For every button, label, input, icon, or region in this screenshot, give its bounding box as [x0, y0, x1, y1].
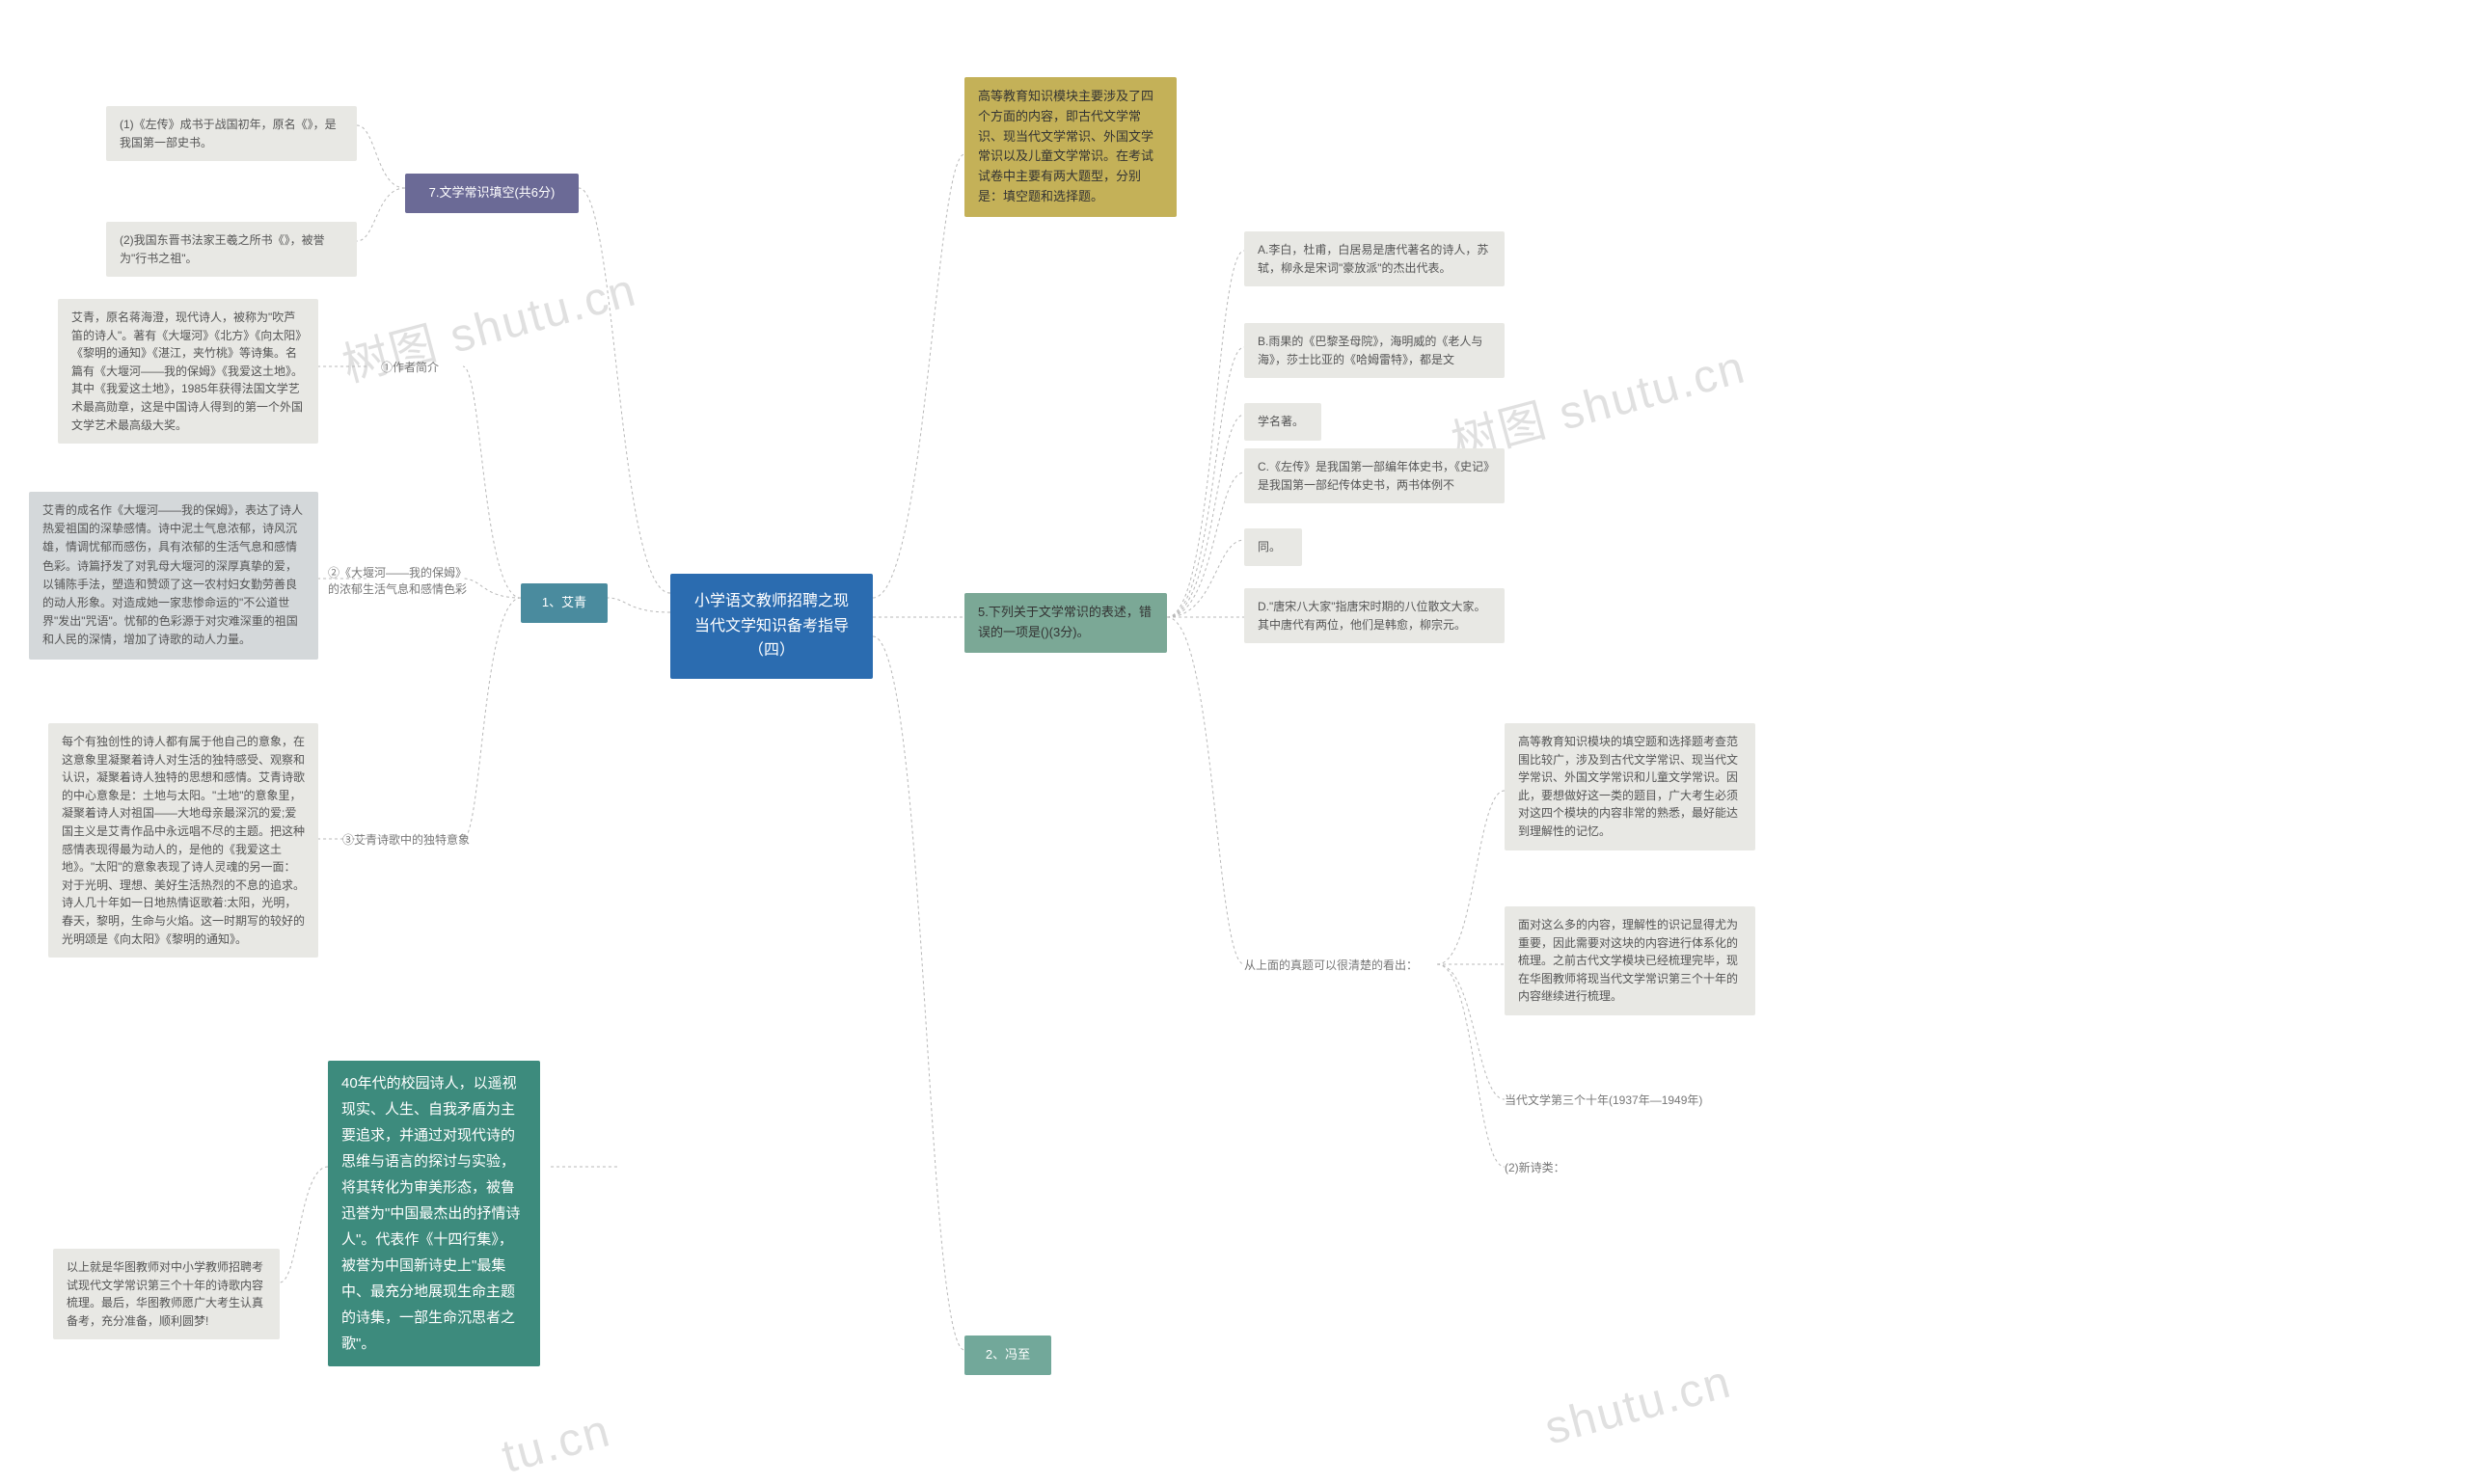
closing-text: 以上就是华图教师对中小学教师招聘考试现代文学常识第三个十年的诗歌内容梳理。最后，…	[53, 1249, 280, 1339]
aiqing-sub2-label: ②《大堰河——我的保姆》的浓郁生活气息和感情色彩	[328, 564, 473, 597]
q7-item-2: (2)我国东晋书法家王羲之所书《》，被誉为"行书之祖"。	[106, 222, 357, 277]
watermark: tu.cn	[497, 1404, 616, 1484]
aiqing-sub1-label: ①作者简介	[381, 359, 439, 375]
q7-label: 7.文学常识填空(共6分)	[405, 174, 579, 213]
q5-analysis-1: 高等教育知识模块的填空题和选择题考查范围比较广，涉及到古代文学常识、现当代文学常…	[1505, 723, 1755, 850]
aiqing-sub3-text: 每个有独创性的诗人都有属于他自己的意象，在这意象里凝聚着诗人对生活的独特感受、观…	[48, 723, 318, 958]
aiqing-label: 1、艾青	[521, 583, 608, 623]
center-title: 小学语文教师招聘之现当代文学知识备考指导（四）	[670, 574, 873, 679]
aiqing-sub2-text: 艾青的成名作《大堰河——我的保姆》，表达了诗人热爱祖国的深挚感情。诗中泥土气息浓…	[29, 492, 318, 660]
q5-period: 当代文学第三个十年(1937年—1949年)	[1505, 1092, 1755, 1108]
q5-analysis-label: 从上面的真题可以很清楚的看出：	[1244, 957, 1418, 973]
q7-item-1: (1)《左传》成书于战国初年，原名《》，是我国第一部史书。	[106, 106, 357, 161]
watermark: shutu.cn	[1539, 1355, 1737, 1455]
fengzhi-label: 2、冯至	[964, 1336, 1051, 1375]
q5-label: 5.下列关于文学常识的表述，错误的一项是()(3分)。	[964, 593, 1167, 653]
q5-option-a: A.李白，杜甫，白居易是唐代著名的诗人，苏轼，柳永是宋词"豪放派"的杰出代表。	[1244, 231, 1505, 286]
aiqing-sub1-text: 艾青，原名蒋海澄，现代诗人，被称为"吹芦笛的诗人"。著有《大堰河》《北方》《向太…	[58, 299, 318, 444]
q5-option-c2: 同。	[1244, 528, 1302, 566]
q5-option-b2: 学名著。	[1244, 403, 1321, 441]
q5-newpoetry: (2)新诗类：	[1505, 1159, 1565, 1175]
q5-analysis-2: 面对这么多的内容，理解性的识记显得尤为重要，因此需要对这块的内容进行体系化的梳理…	[1505, 906, 1755, 1015]
intro-block: 高等教育知识模块主要涉及了四个方面的内容，即古代文学常识、现当代文学常识、外国文…	[964, 77, 1177, 217]
q5-option-d: D."唐宋八大家"指唐宋时期的八位散文大家。其中唐代有两位，他们是韩愈，柳宗元。	[1244, 588, 1505, 643]
q5-option-c: C.《左传》是我国第一部编年体史书，《史记》是我国第一部纪传体史书，两书体例不	[1244, 448, 1505, 503]
aiqing-sub3-label: ③艾青诗歌中的独特意象	[342, 831, 470, 848]
q5-option-b: B.雨果的《巴黎圣母院》，海明威的《老人与海》，莎士比亚的《哈姆雷特》，都是文	[1244, 323, 1505, 378]
fengzhi-text: 40年代的校园诗人，以遥视现实、人生、自我矛盾为主要追求，并通过对现代诗的思维与…	[328, 1061, 540, 1366]
